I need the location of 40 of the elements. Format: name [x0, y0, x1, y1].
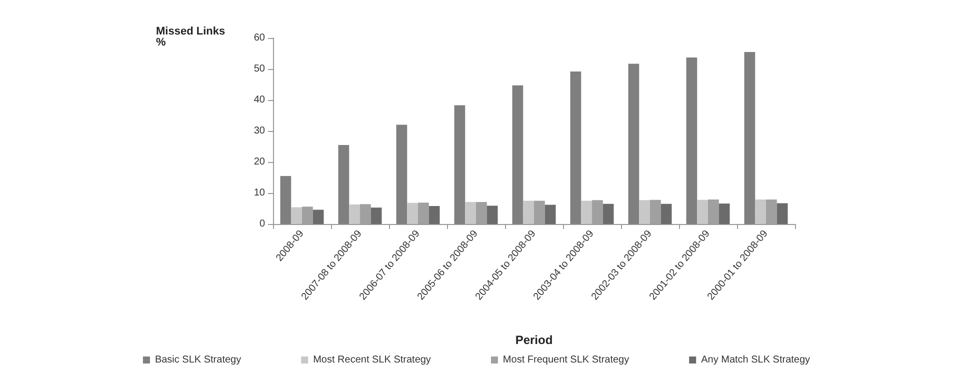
- bar: [697, 200, 708, 224]
- bar: [570, 71, 582, 224]
- bar: [544, 204, 556, 224]
- bar: [512, 85, 524, 224]
- bar: [349, 204, 360, 224]
- bar: [602, 204, 614, 224]
- bar: [407, 202, 418, 224]
- bar: [454, 105, 466, 224]
- bar: [428, 206, 440, 224]
- y-tick-label: 20: [254, 156, 266, 168]
- bar: [581, 200, 592, 224]
- legend-label: Most Frequent SLK Strategy: [502, 354, 630, 366]
- bar: [312, 210, 324, 224]
- bar: [396, 124, 408, 224]
- bar: [523, 200, 534, 224]
- bar: [280, 176, 292, 224]
- bar: [686, 58, 698, 224]
- bar: [718, 204, 730, 224]
- y-tick-label: 50: [254, 64, 266, 74]
- y-tick-label: 60: [254, 32, 266, 44]
- y-tick-label: 0: [259, 218, 266, 230]
- bar: [755, 200, 766, 224]
- bar: [628, 64, 640, 224]
- y-tick-label: 40: [254, 94, 266, 106]
- bar: [338, 144, 350, 224]
- bar: [291, 207, 302, 224]
- bar: [486, 206, 498, 224]
- bar: [744, 52, 756, 224]
- legend-label: Basic SLK Strategy: [154, 354, 242, 366]
- bar: [465, 202, 476, 224]
- bar: [660, 204, 672, 224]
- x-axis-title: Period: [515, 333, 553, 347]
- y-axis-title: Missed Links %: [156, 26, 226, 48]
- bar: [776, 203, 788, 224]
- bar: [370, 208, 382, 224]
- legend-label: Most Recent SLK Strategy: [313, 354, 431, 366]
- legend-label: Any Match SLK Strategy: [701, 354, 810, 366]
- y-tick-label: 10: [254, 188, 266, 198]
- y-tick-label: 30: [254, 126, 266, 136]
- bar: [639, 200, 650, 224]
